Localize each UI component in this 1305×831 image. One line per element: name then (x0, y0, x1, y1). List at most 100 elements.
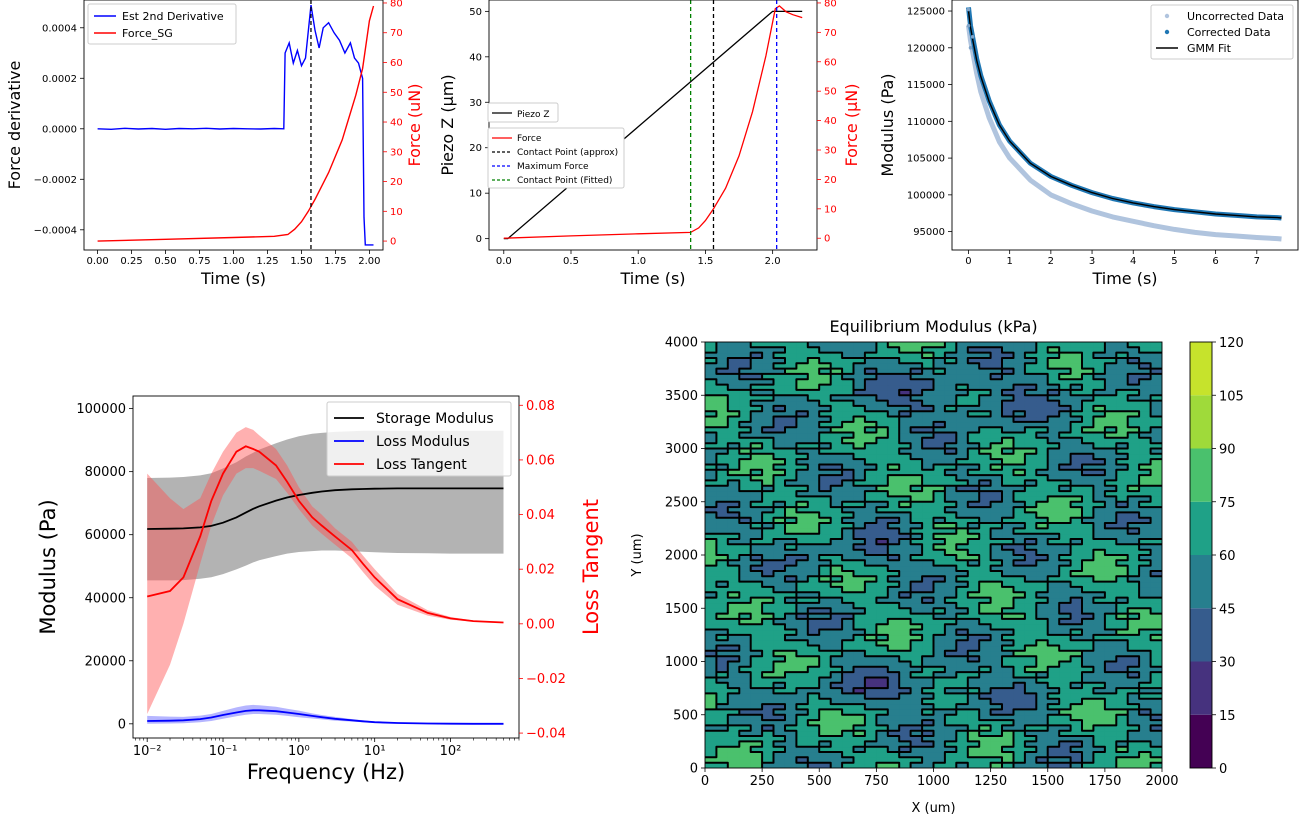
heatmap-cell (1082, 592, 1094, 599)
heatmap-cell (1024, 666, 1037, 673)
heatmap-cell (1150, 666, 1162, 673)
heatmap-cell (773, 528, 786, 535)
heatmap-cell (819, 496, 832, 503)
heatmap-cell (727, 555, 740, 561)
heatmap-cell (1002, 405, 1014, 412)
heatmap-cell (864, 352, 877, 359)
heatmap-cell (807, 469, 820, 476)
heatmap-cell (1013, 389, 1026, 396)
heatmap-cell (967, 549, 980, 556)
heatmap-cell (830, 677, 843, 684)
heatmap-cell (990, 384, 1003, 391)
heatmap-cell (864, 533, 877, 540)
heatmap-cell (922, 342, 934, 348)
heatmap-cell (967, 624, 980, 631)
heatmap-cell (1024, 586, 1037, 593)
heatmap-cell (773, 400, 786, 407)
y-tick-label: −0.0002 (34, 175, 77, 186)
heatmap-cell (1116, 634, 1129, 641)
heatmap-cell (1116, 453, 1129, 460)
heatmap-cell (1139, 602, 1152, 609)
heatmap-cell (1150, 661, 1162, 668)
heatmap-cell (739, 730, 752, 737)
heatmap-cell (1082, 528, 1094, 535)
x-tick-label: 0.5 (563, 256, 579, 267)
heatmap-cell (979, 752, 992, 758)
heatmap-cell (853, 565, 866, 572)
heatmap-cell (842, 688, 855, 694)
heatmap-cell (819, 709, 832, 716)
heatmap-cell (819, 432, 832, 439)
heatmap-cell (1024, 704, 1037, 710)
heatmap-cell (750, 437, 763, 444)
heatmap-cell (796, 400, 809, 407)
heatmap-cell (727, 560, 740, 567)
heatmap-cell (967, 400, 980, 407)
heatmap-cell (762, 368, 775, 375)
heatmap-cell (979, 645, 992, 652)
heatmap-cell (1059, 352, 1072, 359)
heatmap-cell (910, 677, 923, 684)
heatmap-cell (887, 736, 900, 742)
heatmap-cell (944, 661, 957, 668)
heatmap-cell (967, 698, 980, 705)
heatmap-cell (1139, 714, 1152, 721)
heatmap-cell (979, 555, 992, 561)
heatmap-cell (1082, 714, 1094, 721)
heatmap-cell (1024, 459, 1037, 465)
heatmap-cell (1036, 613, 1049, 620)
x-tick-label: 10¹ (364, 744, 386, 759)
heatmap-cell (1116, 650, 1129, 657)
heatmap-cell (716, 586, 729, 593)
heatmap-cell (1093, 645, 1106, 652)
heatmap-cell (762, 720, 775, 726)
heatmap-cell (956, 427, 969, 434)
heatmap-cell (716, 475, 729, 481)
heatmap-cell (933, 688, 946, 694)
heatmap-cell (979, 613, 992, 620)
heatmap-cell (796, 666, 809, 673)
plot-area (966, 7, 1282, 242)
heatmap-cell (807, 688, 820, 694)
heatmap-cell (1104, 507, 1117, 513)
heatmap-cell (887, 704, 900, 710)
heatmap-cell (750, 491, 763, 497)
heatmap-cell (933, 725, 946, 732)
heatmap-cell (853, 650, 866, 657)
heatmap-cell (830, 352, 843, 359)
heatmap-cell (784, 720, 797, 726)
heatmap-cell (1082, 555, 1094, 561)
heatmap-cell (1024, 709, 1037, 716)
heatmap-cell (1104, 757, 1117, 764)
heatmap-cell (1116, 352, 1129, 359)
heatmap-cell (1082, 411, 1094, 418)
heatmap-cell (1036, 443, 1049, 449)
heatmap-cell (1127, 373, 1140, 380)
heatmap-cell (922, 762, 934, 768)
heatmap-cell (899, 560, 912, 567)
heatmap-cell (1036, 363, 1049, 370)
heatmap-cell (1070, 762, 1083, 768)
heatmap-cell (944, 480, 957, 487)
heatmap-cell (727, 544, 740, 551)
heatmap-cell (807, 560, 820, 567)
heatmap-cell (967, 501, 980, 508)
heatmap-cell (979, 586, 992, 593)
heatmap-cell (784, 443, 797, 449)
heatmap-cell (956, 741, 969, 748)
heatmap-cell (1059, 373, 1072, 380)
heatmap-cell (796, 373, 809, 380)
heatmap-cell (739, 656, 752, 662)
heatmap-cell (864, 709, 877, 716)
heatmap-cell (1013, 395, 1026, 402)
heatmap-cell (876, 342, 889, 348)
heatmap-cell (910, 432, 923, 439)
heatmap-cell (807, 517, 820, 524)
heatmap-cell (876, 448, 889, 455)
heatmap-cell (979, 507, 992, 513)
heatmap-cell (842, 523, 855, 529)
heatmap-cell (1024, 523, 1037, 529)
heatmap-cell (1036, 597, 1049, 604)
heatmap-cell (1047, 677, 1060, 684)
